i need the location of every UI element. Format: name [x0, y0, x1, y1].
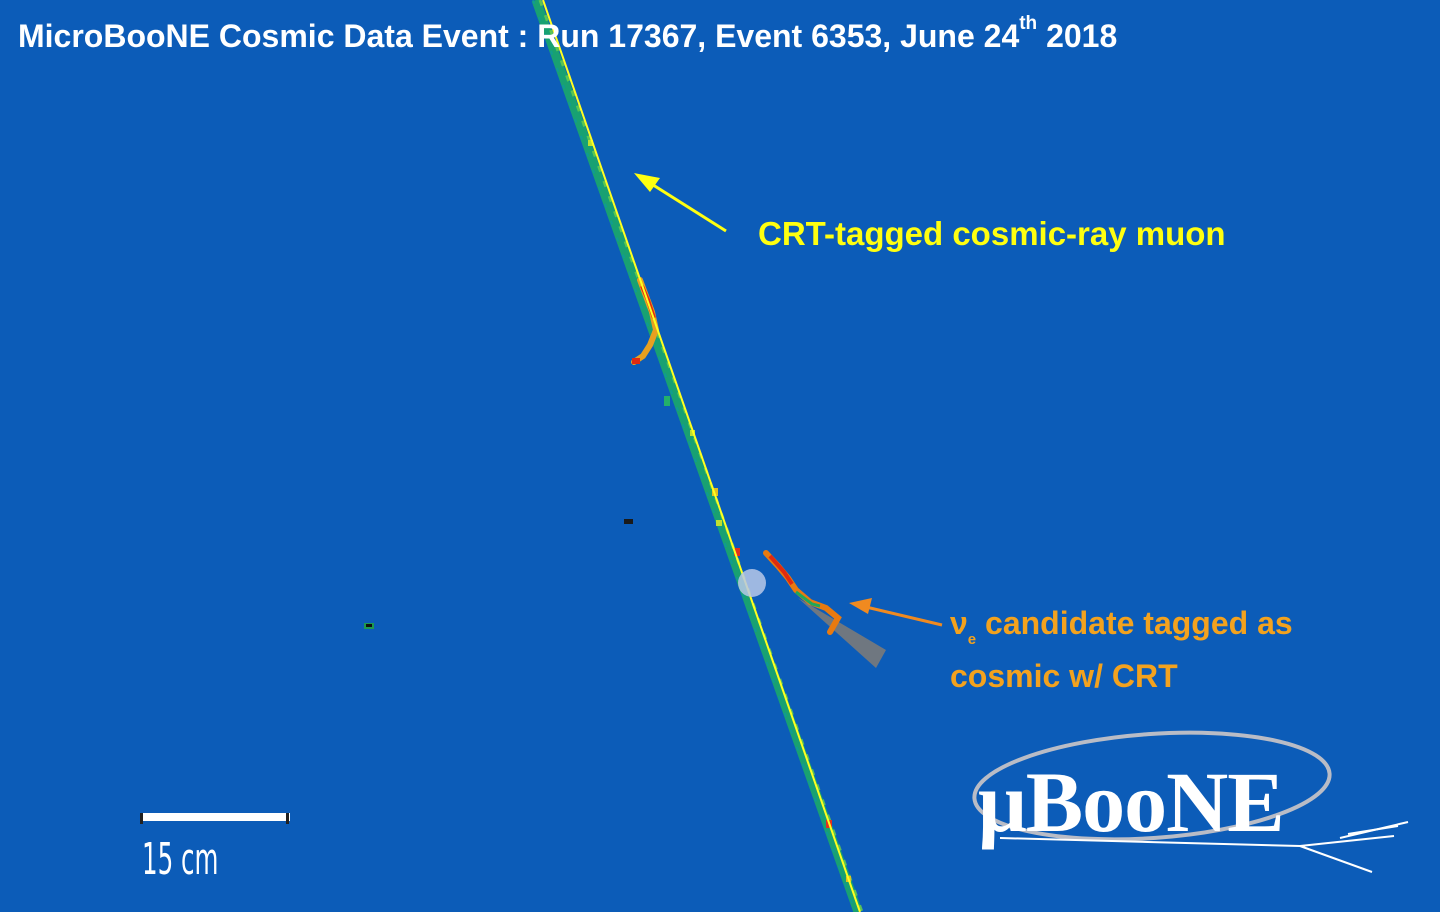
- nue-label-line2: cosmic w/ CRT: [950, 658, 1178, 694]
- vertex-marker: [738, 569, 766, 597]
- microboone-logo-text: μBooNE: [978, 754, 1285, 850]
- title-main: MicroBooNE Cosmic Data Event : Run 17367…: [18, 18, 1020, 54]
- nue-candidate-shower: [763, 550, 886, 668]
- muon-annotation-label: CRT-tagged cosmic-ray muon: [758, 215, 1226, 252]
- nue-subscript: e: [967, 631, 977, 648]
- isolated-hit: [366, 624, 372, 627]
- nue-label-line1: νe candidate tagged as: [950, 600, 1293, 653]
- muon-track-fit-line: [542, 0, 861, 912]
- nue-arrow: [849, 598, 943, 627]
- title-year: 2018: [1037, 18, 1118, 54]
- muon-arrow: [634, 173, 727, 233]
- title-superscript: th: [1019, 13, 1038, 34]
- isolated-hit: [624, 519, 633, 524]
- nue-annotation-label: νe candidate tagged as cosmic w/ CRT: [950, 600, 1293, 699]
- nue-symbol: ν: [950, 605, 968, 641]
- scale-bar: [140, 813, 290, 824]
- nue-line1-text: candidate tagged as: [976, 605, 1293, 641]
- event-title: MicroBooNE Cosmic Data Event : Run 17367…: [18, 14, 1118, 55]
- logo-swoosh: [972, 730, 1409, 873]
- scale-bar-label: 15 cm: [142, 834, 219, 885]
